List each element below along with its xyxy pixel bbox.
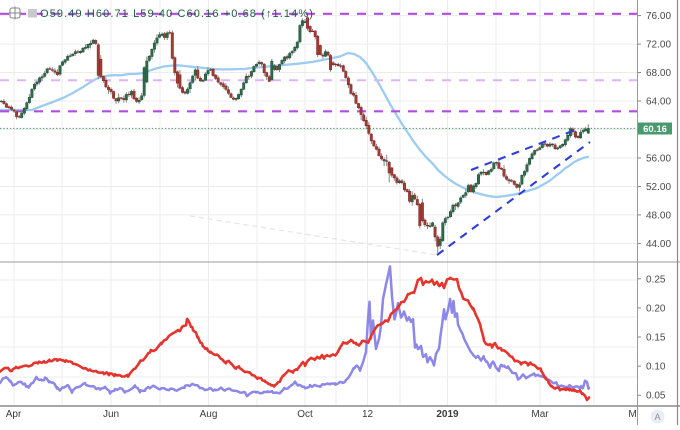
svg-text:48.00: 48.00 [646,210,671,221]
svg-text:72.00: 72.00 [646,40,671,51]
svg-text:44.00: 44.00 [646,239,671,250]
svg-text:2019: 2019 [436,409,459,420]
svg-text:0.20: 0.20 [646,303,666,314]
svg-text:12: 12 [362,409,374,420]
svg-text:64.00: 64.00 [646,97,671,108]
svg-text:O59.49 H60.71 L59.40 C60.16 +0: O59.49 H60.71 L59.40 C60.16 +0.68 (↑1.14… [40,8,314,20]
svg-text:0.25: 0.25 [646,274,666,285]
svg-text:Apr: Apr [6,409,22,420]
svg-text:A: A [654,412,660,422]
svg-text:60.16: 60.16 [643,124,667,135]
svg-text:56.00: 56.00 [646,154,671,165]
svg-text:68.00: 68.00 [646,68,671,79]
svg-text:0.05: 0.05 [646,391,666,402]
svg-text:76.00: 76.00 [646,11,671,22]
svg-text:Mar: Mar [531,409,549,420]
svg-text:Aug: Aug [200,409,218,420]
svg-text:0.10: 0.10 [646,362,666,373]
svg-text:M: M [628,409,636,420]
svg-text:Oct: Oct [297,409,313,420]
svg-text:0.15: 0.15 [646,333,666,344]
svg-text:52.00: 52.00 [646,182,671,193]
svg-text:Jun: Jun [103,409,119,420]
